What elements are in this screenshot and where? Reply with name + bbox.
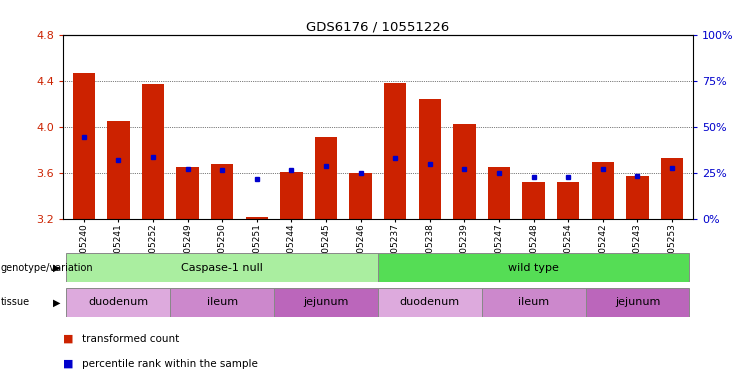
Bar — [557, 182, 579, 219]
Bar — [591, 162, 614, 219]
Bar — [384, 83, 407, 219]
Text: genotype/variation: genotype/variation — [1, 263, 93, 273]
Bar — [170, 288, 274, 317]
Text: tissue: tissue — [1, 297, 30, 308]
Bar — [626, 176, 648, 219]
Bar — [142, 84, 165, 219]
Title: GDS6176 / 10551226: GDS6176 / 10551226 — [306, 20, 450, 33]
Text: ileum: ileum — [518, 297, 549, 308]
Text: ileum: ileum — [207, 297, 238, 308]
Bar — [280, 172, 302, 219]
Bar — [211, 164, 233, 219]
Bar — [107, 121, 130, 219]
Bar — [176, 167, 199, 219]
Bar — [274, 288, 378, 317]
Bar — [378, 288, 482, 317]
Text: transformed count: transformed count — [82, 334, 179, 344]
Bar — [67, 253, 378, 282]
Bar — [522, 182, 545, 219]
Bar — [67, 288, 170, 317]
Text: Caspase-1 null: Caspase-1 null — [182, 263, 263, 273]
Bar — [73, 73, 95, 219]
Bar — [453, 124, 476, 219]
Bar — [349, 173, 372, 219]
Text: ■: ■ — [63, 334, 73, 344]
Bar — [315, 137, 337, 219]
Bar — [245, 217, 268, 219]
Text: jejunum: jejunum — [615, 297, 660, 308]
Text: percentile rank within the sample: percentile rank within the sample — [82, 359, 257, 369]
Text: duodenum: duodenum — [399, 297, 460, 308]
Text: ▶: ▶ — [53, 263, 61, 273]
Text: ▶: ▶ — [53, 297, 61, 308]
Bar — [585, 288, 689, 317]
Bar — [419, 99, 441, 219]
Bar — [661, 158, 683, 219]
Text: ■: ■ — [63, 359, 73, 369]
Bar — [378, 253, 689, 282]
Text: wild type: wild type — [508, 263, 559, 273]
Bar — [482, 288, 585, 317]
Text: duodenum: duodenum — [88, 297, 148, 308]
Bar — [488, 167, 511, 219]
Text: jejunum: jejunum — [303, 297, 349, 308]
